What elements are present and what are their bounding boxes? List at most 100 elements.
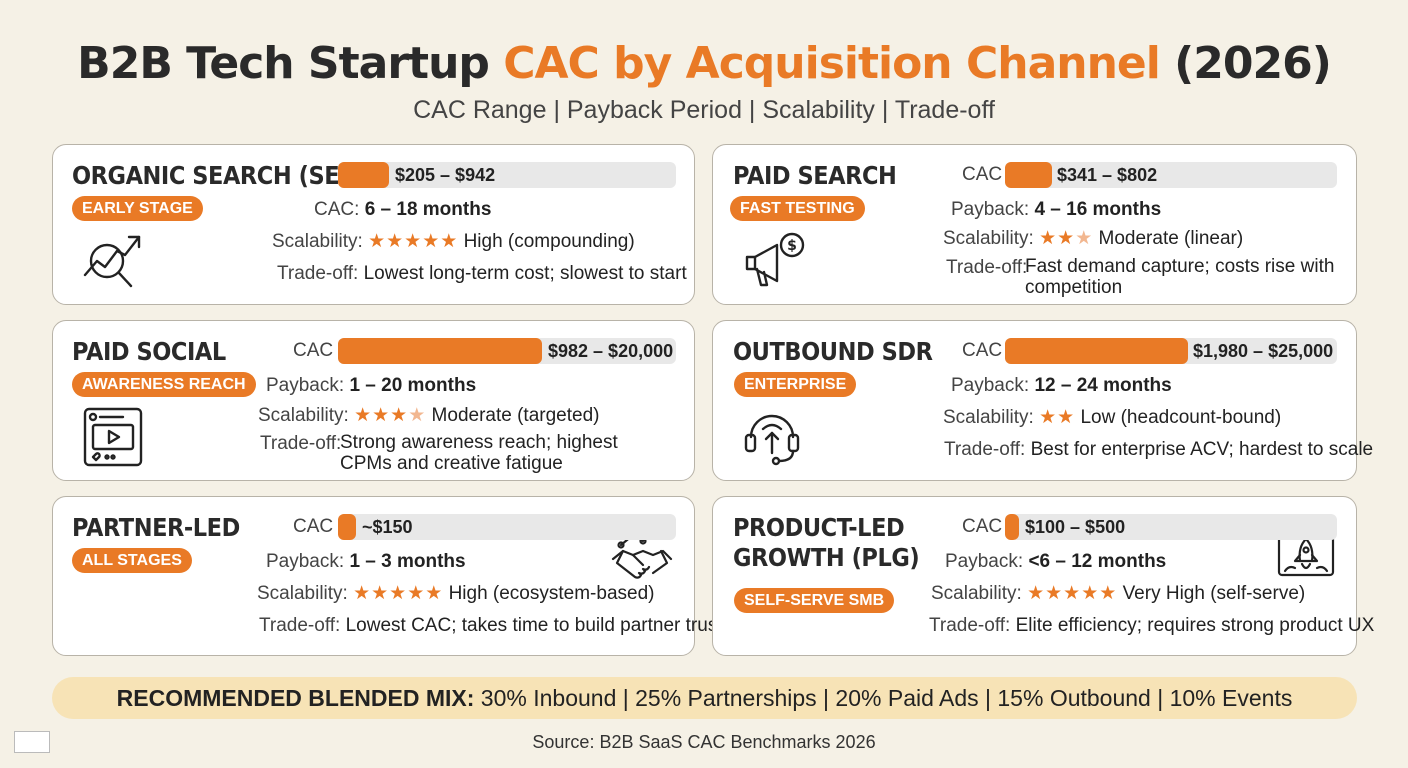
cac-value: $341 – $802 [1057,165,1158,185]
payback-label: Payback: [266,551,345,572]
payback-value: <6 – 12 months [1028,551,1167,572]
tradeoff-value: Elite efficiency; requires strong produc… [1015,615,1375,636]
card-outbound-sdr: OUTBOUND SDR ENTERPRISE CAC $1,980 – $25… [712,320,1373,481]
cac-value: ~$150 [362,517,413,537]
broken-image-icon [14,731,50,753]
page-subtitle: CAC Range | Payback Period | Scalability… [413,96,995,124]
stage-badge: SELF-SERVE SMB [734,588,895,613]
card-title: PRODUCT-LED GROWTH (PLG) [733,513,920,573]
scalability-value: High (ecosystem-based) [448,583,655,604]
card-paid-social: PAID SOCIAL AWARENESS REACH CAC $982 – $… [52,320,695,481]
cac-bar: $1,980 – $25,000 [1005,338,1337,364]
cac-bar: ~$150 [338,514,676,540]
cac-label: CAC [962,340,1003,361]
tradeoff-row: Trade-off: Lowest long-term cost; slowes… [277,262,687,286]
cac-label: CAC [293,340,334,361]
svg-text:$: $ [787,238,797,254]
cac-bar: $982 – $20,000 [338,338,676,364]
tradeoff-row: Trade-off: Elite efficiency; requires st… [929,614,1374,638]
cac-bar: $100 – $500 [1005,514,1337,540]
megaphone-dollar-icon: $ [743,231,809,296]
growth-chart-magnifier-icon [81,231,145,296]
tradeoff-row: Trade-off: Lowest CAC; takes time to bui… [259,614,723,638]
cac-label: CAC [962,516,1003,537]
cac-value: $982 – $20,000 [548,341,674,361]
cac-value: $1,980 – $25,000 [1193,341,1334,361]
cac-bar-fill [1005,514,1019,540]
cac-bar-fill [338,162,389,188]
payback-row: Payback: <6 – 12 months [945,550,1166,574]
cac-bar: $205 – $942 [338,162,676,188]
source-note: Source: B2B SaaS CAC Benchmarks 2026 [532,732,876,752]
scalability-value: Moderate (targeted) [431,405,600,426]
stage-badge: ALL STAGES [72,548,192,573]
payback-label: Payback: [951,375,1030,396]
card-title: PAID SOCIAL [72,337,226,366]
cac-value: $100 – $500 [1025,517,1126,537]
stage-badge: ENTERPRISE [734,372,857,397]
card-title-line2: GROWTH (PLG) [733,543,920,572]
card-partner-led: PARTNER-LED ALL STAGES CAC ~$150 Payback… [52,496,723,656]
tradeoff-value: Best for enterprise ACV; hardest to scal… [1030,439,1374,460]
payback-label: Payback: [945,551,1024,572]
payback-value: 6 – 18 months [364,199,492,220]
star-rating-icon: ★★★★★ [368,231,459,252]
scalability-label: Scalability: [943,228,1034,249]
tradeoff-value: Lowest long-term cost; slowest to start [363,263,687,284]
payback-label: Payback: [266,375,345,396]
star-rating-icon: ★★★★★ [353,583,444,604]
card-organic-search: ORGANIC SEARCH (SEO) EARLY STAGE $205 – … [52,144,695,305]
payback-row: CAC: 6 – 18 months [314,198,491,222]
payback-label: CAC: [314,199,360,220]
tradeoff-label: Trade-off: [946,257,1028,278]
scalability-value: Very High (self-serve) [1122,583,1306,604]
payback-row: Payback: 4 – 16 months [951,198,1161,222]
payback-value: 1 – 20 months [349,375,477,396]
star-rating-icon: ★★★★★ [1027,583,1118,604]
payback-value: 4 – 16 months [1034,199,1162,220]
mix-label: RECOMMENDED BLENDED MIX: [116,685,475,711]
cac-bar-fill [1005,162,1052,188]
scalability-row: Scalability: ★★★★★ Very High (self-serve… [931,582,1305,606]
headset-icon [743,407,801,472]
star-rating-icon: ★★★ [1039,228,1094,249]
card-title: PARTNER-LED [72,513,240,542]
page-title: B2B Tech Startup CAC by Acquisition Chan… [0,38,1408,89]
scalability-value: High (compounding) [463,231,635,252]
scalability-label: Scalability: [257,583,348,604]
tradeoff-label: Trade-off: [259,615,341,636]
payback-value: 1 – 3 months [349,551,466,572]
cac-label: CAC [293,516,334,537]
scalability-row: Scalability: ★★★★★ High (compounding) [272,230,635,254]
cac-bar-fill [338,338,542,364]
scalability-value: Low (headcount-bound) [1080,407,1282,428]
recommended-mix-banner: RECOMMENDED BLENDED MIX: 30% Inbound | 2… [52,677,1357,719]
stage-badge: EARLY STAGE [72,196,203,221]
scalability-label: Scalability: [931,583,1022,604]
payback-row: Payback: 1 – 20 months [266,374,476,398]
payback-row: Payback: 12 – 24 months [951,374,1172,398]
scalability-row: Scalability: ★★★★ Moderate (targeted) [258,404,599,428]
payback-label: Payback: [951,199,1030,220]
mix-value: 30% Inbound | 25% Partnerships | 20% Pai… [474,685,1293,711]
social-video-post-icon [83,407,143,472]
tradeoff-label: Trade-off: [944,439,1026,460]
scalability-row: Scalability: ★★ Low (headcount-bound) [943,406,1281,430]
star-rating-icon: ★★★★ [354,405,427,426]
cac-bar-fill [338,514,356,540]
stage-badge: FAST TESTING [730,196,865,221]
stage-badge: AWARENESS REACH [72,372,256,397]
tradeoff-label: Trade-off: [260,433,342,454]
title-prefix: B2B Tech Startup [77,38,504,89]
payback-row: Payback: 1 – 3 months [266,550,466,574]
title-suffix: (2026) [1159,38,1332,89]
card-title-line1: PRODUCT-LED [733,513,905,542]
cac-label: CAC [962,164,1003,185]
card-title: ORGANIC SEARCH (SEO) [72,161,368,190]
scalability-label: Scalability: [943,407,1034,428]
card-paid-search: PAID SEARCH FAST TESTING $ CAC $341 – $8… [712,144,1357,305]
star-rating-icon: ★★ [1039,407,1076,428]
tradeoff-value: Fast demand capture; costs rise with com… [1025,256,1335,298]
card-title: OUTBOUND SDR [733,337,933,366]
scalability-label: Scalability: [272,231,363,252]
